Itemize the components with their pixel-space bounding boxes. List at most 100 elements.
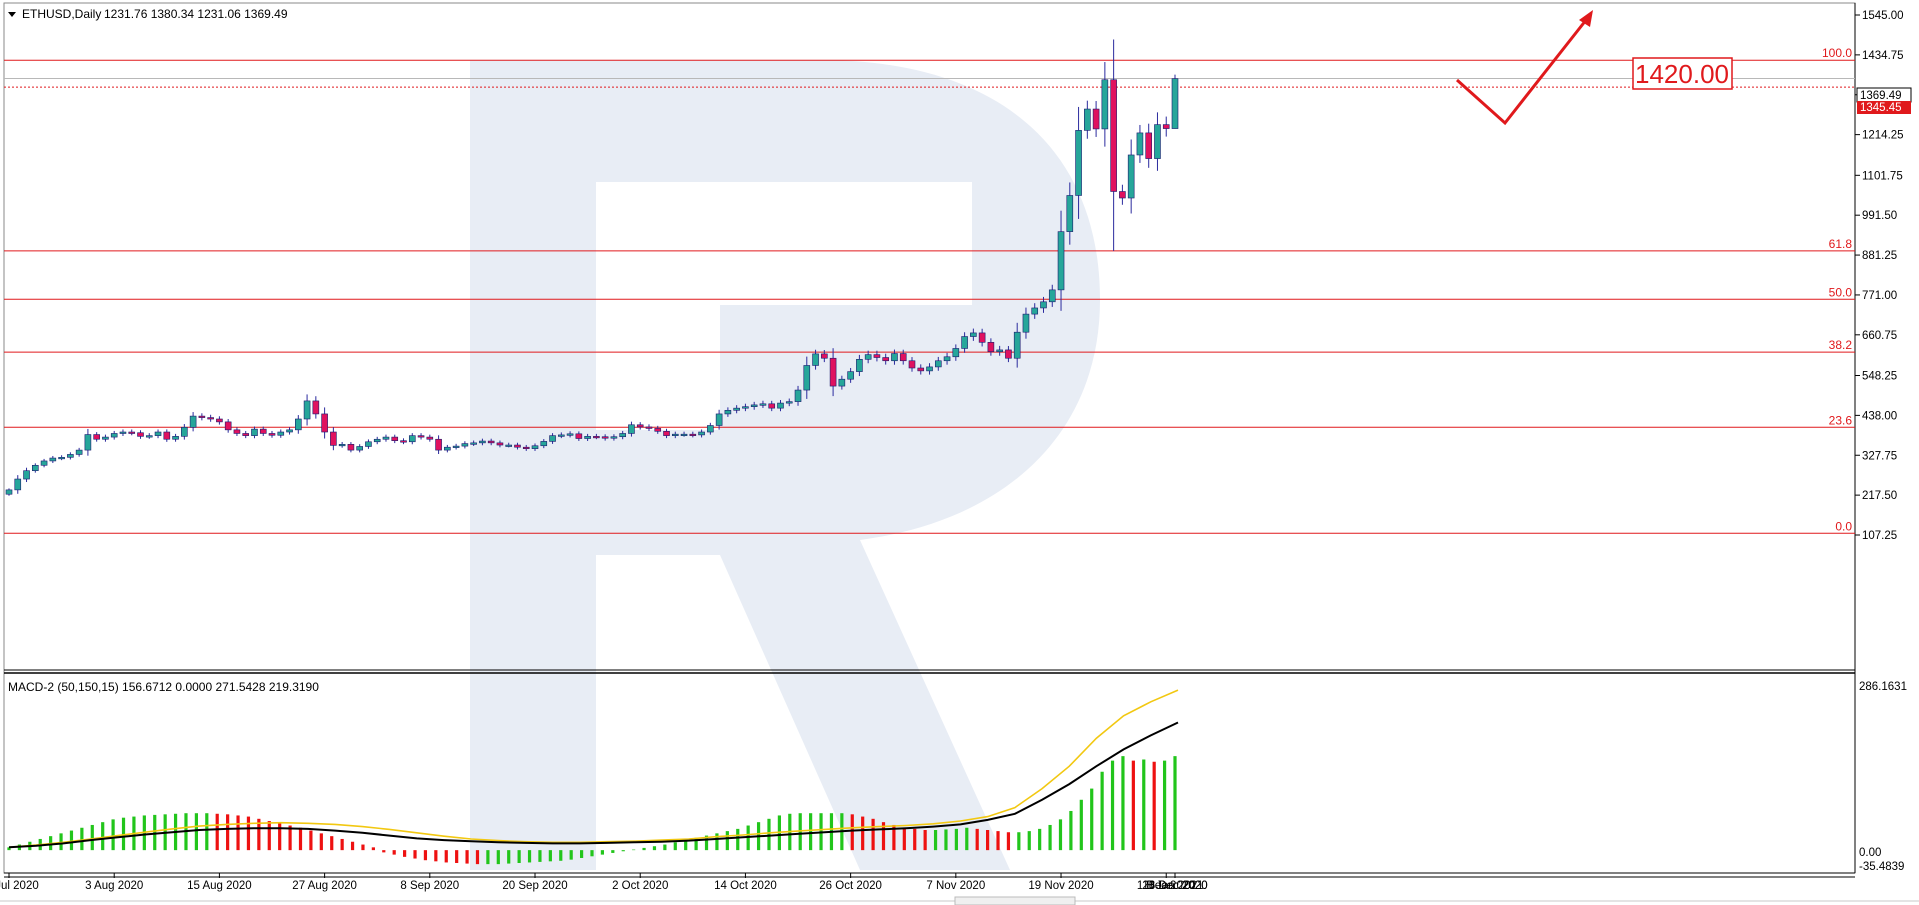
bull-candle [812,353,819,366]
time-scroll-handle[interactable] [954,896,1076,905]
bear-candle [163,431,171,440]
bull-candle [970,332,977,337]
bull-candle [777,402,784,409]
bull-candle [1075,130,1082,196]
bull-candle [1013,331,1021,359]
price-tick-label: 1545.00 [1862,10,1904,22]
bull-candle [277,431,285,436]
bear-candle [821,353,828,359]
bull-candle [40,460,48,466]
bull-candle [558,434,565,437]
bull-candle [84,434,92,451]
bull-candle [838,378,846,387]
bull-candle [619,433,626,438]
bull-candle [715,413,723,426]
x-tick-label: 20 Sep 2020 [502,880,567,892]
bull-candle [934,360,942,368]
bull-candle [251,428,258,436]
bear-candle [1005,349,1012,359]
bull-candle [382,436,390,440]
bull-candle [1022,313,1030,333]
macd-axis-top: 286.1631 [1859,681,1907,693]
bull-candle [408,435,416,443]
macd-axis-bottom: -35.4839 [1859,861,1904,873]
price-tick-label: 1101.75 [1862,170,1903,182]
bull-candle [961,336,968,349]
bull-candle [926,366,933,372]
bull-candle [1127,154,1135,199]
bull-candle [698,431,705,436]
price-tick-label: 327.75 [1862,450,1897,462]
watermark-logo [470,60,1100,870]
bull-candle [1048,289,1056,303]
bull-candle [680,433,688,436]
bull-candle [303,400,311,420]
bull-candle [742,406,749,409]
bear-candle [1119,191,1126,199]
bear-candle [522,446,530,450]
bull-candle [943,356,951,362]
bull-candle [628,424,635,434]
fibonacci-levels: 100.0 61.8 50.0 38.2 23.6 0.0 [4,46,1855,534]
bull-candle [671,433,679,436]
bull-candle [75,449,83,455]
x-tick-label: 1 Dec 2020 [1137,880,1196,892]
bear-candle [1162,124,1170,129]
x-tick-label: 22 Jul 2020 [0,880,39,892]
fib-label: 61.8 [1829,237,1853,251]
price-tick-label: 548.25 [1862,371,1897,383]
bear-candle [917,367,925,372]
bear-candle [575,433,583,439]
bear-candle [601,436,609,439]
bull-candle [181,427,188,437]
price-tick-label: 438.00 [1862,410,1897,422]
time-axis: 22 Jul 2020 3 Aug 2020 15 Aug 2020 27 Aug 2… [0,873,1855,892]
bull-candle [864,354,872,360]
bear-candle [400,440,407,443]
arrow-head-icon [1579,10,1593,27]
bull-candle [145,435,153,438]
bull-candle [1031,307,1039,315]
price-tick-label: 217.50 [1862,490,1897,502]
x-tick-label: 27 Aug 2020 [292,880,357,892]
dotted-price-label: 1345.45 [1860,102,1902,114]
collapse-triangle-icon[interactable] [8,12,16,17]
x-tick-label: 26 Oct 2020 [819,880,882,892]
bear-candle [593,436,600,439]
bull-candle [724,410,732,415]
price-tick-label: 881.25 [1862,250,1897,262]
bull-candle [566,433,574,436]
fib-label: 23.6 [1829,413,1853,427]
bear-candle [417,435,425,438]
bear-candle [242,433,250,436]
bull-candle [49,457,57,462]
fib-label: 100.0 [1822,46,1852,60]
bull-candle [67,454,74,458]
price-axis: 1545.001434.751324.501214.251101.75991.5… [1855,10,1904,542]
bull-candle [549,435,556,442]
x-tick-label: 15 Aug 2020 [187,880,252,892]
bear-candle [1092,108,1100,130]
bull-candle [5,489,13,495]
x-tick-label: 14 Oct 2020 [714,880,777,892]
fib-label: 38.2 [1829,338,1853,352]
bear-candle [128,431,136,434]
bear-candle [873,354,881,358]
bull-candle [338,444,346,447]
x-tick-label: 3 Aug 2020 [85,880,143,892]
bull-candle [531,445,539,449]
macd-label: MACD-2 (50,150,15) 156.6712 0.0000 271.5… [8,680,319,694]
x-tick-label: 13 Dec 2020 [1142,880,1207,892]
signal-line [8,689,1179,849]
bull-candle [1101,79,1109,130]
bull-candle [759,403,767,406]
bull-candle [172,436,179,440]
bull-candle [479,440,486,444]
bear-candle [93,434,100,440]
bear-candle [636,424,644,428]
bull-candle [295,418,302,431]
bear-candle [330,431,337,446]
bull-candle [286,429,293,433]
bull-candle [750,404,758,407]
bear-candle [899,353,907,362]
